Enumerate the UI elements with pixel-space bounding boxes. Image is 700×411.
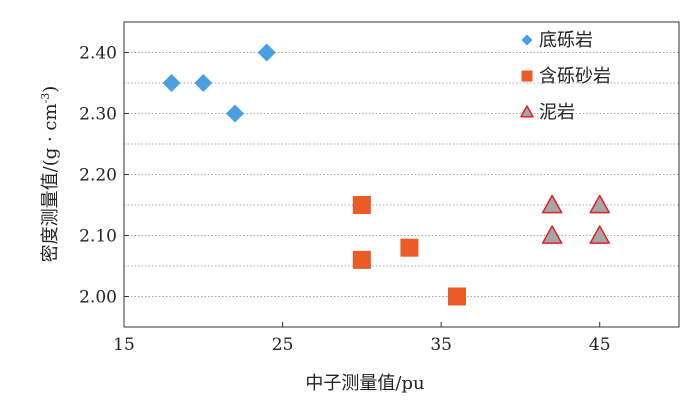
legend-label: 含砾砂岩 [539, 66, 611, 87]
data-point [352, 196, 371, 214]
data-point [194, 74, 213, 92]
x-tick-label: 25 [272, 335, 294, 355]
data-point [400, 238, 419, 257]
y-axis-title-superscript: -3 [39, 93, 52, 104]
grid-lines [124, 52, 679, 297]
x-tick-label: 35 [430, 335, 452, 355]
x-axis-title: 中子测量值/pu [305, 373, 424, 394]
y-tick-label: 2.40 [79, 44, 117, 64]
legend-label: 泥岩 [539, 102, 575, 123]
series [352, 196, 466, 306]
legend-marker [520, 105, 534, 118]
data-point [541, 225, 563, 244]
data-point [162, 74, 181, 92]
y-axis-title: 密度测量值/(g · cm-3) [39, 86, 61, 263]
y-tick-label: 2.30 [79, 105, 117, 125]
x-tick-label: 45 [589, 335, 611, 355]
data-point [352, 250, 371, 269]
series [162, 43, 276, 123]
data-point [257, 43, 276, 62]
legend-marker [521, 70, 533, 82]
y-axis-title-close: ) [40, 86, 61, 93]
axis-ticks: 2.00 2.10 2.20 2.30 2.40 15 25 35 45 [79, 44, 610, 356]
data-points [162, 43, 610, 306]
legend-marker [521, 34, 533, 46]
legend-label: 底砾岩 [539, 30, 593, 51]
data-point [448, 287, 466, 306]
y-tick-label: 2.20 [79, 166, 117, 186]
series [541, 194, 610, 244]
x-tick-label: 15 [113, 335, 135, 355]
data-point [226, 104, 244, 123]
data-point [541, 194, 563, 214]
y-tick-label: 2.00 [79, 288, 117, 308]
y-tick-label: 2.10 [79, 227, 117, 247]
data-point [589, 194, 610, 214]
data-point [589, 225, 610, 244]
